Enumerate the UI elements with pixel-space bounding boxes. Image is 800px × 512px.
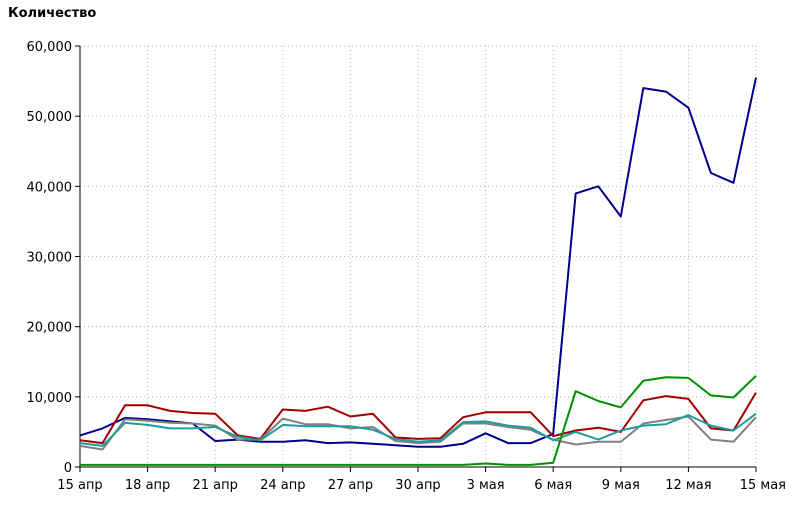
y-tick-label: 60,000	[27, 40, 73, 55]
x-tick-label: 18 апр	[125, 478, 170, 493]
y-tick-label: 50,000	[27, 110, 73, 125]
x-tick-label: 21 апр	[192, 478, 237, 493]
x-tick-label: 27 апр	[328, 478, 373, 493]
x-tick-label: 9 мая	[602, 478, 640, 493]
x-tick-label: 24 апр	[260, 478, 305, 493]
x-tick-label: 15 мая	[740, 478, 786, 493]
y-tick-label: 30,000	[27, 251, 73, 266]
y-tick-label: 10,000	[27, 391, 73, 406]
x-tick-label: 30 апр	[395, 478, 440, 493]
series-line-5	[80, 375, 757, 466]
y-axis-title: Количество	[8, 6, 97, 21]
y-tick-label: 0	[64, 461, 72, 476]
x-tick-label: 12 мая	[665, 478, 711, 493]
x-tick-label: 3 мая	[467, 478, 505, 493]
x-tick-label: 15 апр	[57, 478, 102, 493]
x-tick-label: 6 мая	[534, 478, 572, 493]
series-line-4	[79, 412, 757, 447]
series-line-3	[79, 415, 757, 451]
series-line-2	[79, 392, 757, 445]
y-tick-label: 40,000	[27, 180, 73, 195]
y-tick-label: 20,000	[27, 321, 73, 336]
